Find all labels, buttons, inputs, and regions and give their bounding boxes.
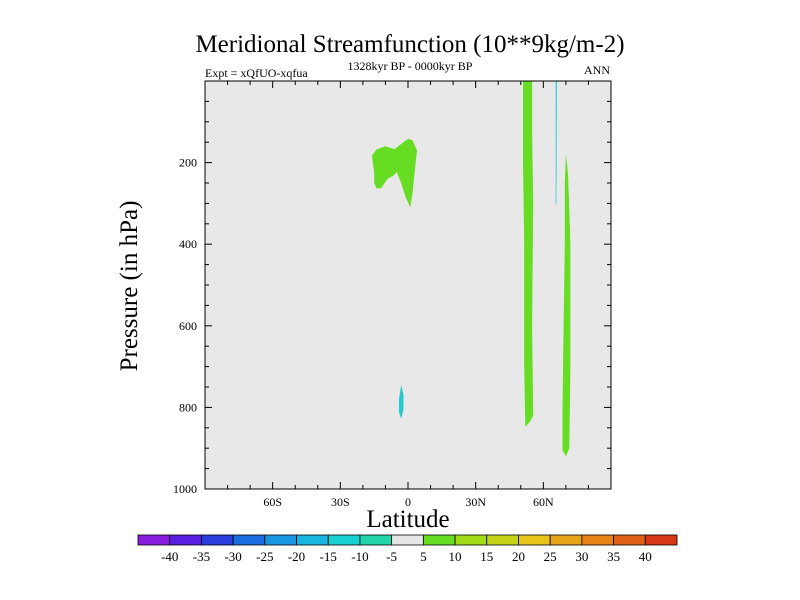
colorbar-box — [644, 534, 678, 546]
chart-subtitle-right: ANN — [584, 63, 610, 77]
colorbar-label: -30 — [224, 549, 241, 564]
y-axis-label: Pressure (in hPa) — [116, 201, 143, 372]
colorbar-label: 30 — [575, 549, 588, 564]
x-tick-label: 30S — [331, 495, 350, 509]
x-tick-label: 60N — [533, 495, 554, 509]
colorbar-box — [391, 534, 424, 546]
colorbar-label: -35 — [193, 549, 210, 564]
colorbar-box — [518, 534, 551, 546]
colorbar-box — [137, 534, 171, 546]
colorbar-box — [454, 534, 488, 546]
x-tick-label: 30N — [465, 495, 486, 509]
colorbar-label: -15 — [320, 549, 337, 564]
colorbar-label: -25 — [256, 549, 273, 564]
colorbar-label: 10 — [449, 549, 462, 564]
contour-equator-lower-negative — [399, 385, 404, 419]
contour-north-65-thin-negative — [555, 81, 557, 206]
x-axis: 60S 30S 0 30N 60N — [227, 81, 589, 509]
contour-north-70-column-positive — [562, 154, 571, 457]
x-tick-label: 0 — [405, 495, 411, 509]
contour-north-60-column-positive — [523, 81, 534, 427]
colorbar-box — [581, 534, 614, 546]
colorbar-box — [613, 534, 646, 546]
colorbar-label: 35 — [607, 549, 620, 564]
contour-tropical-upper-positive-a — [371, 146, 402, 189]
colorbar-label: -20 — [288, 549, 305, 564]
chart-subtitle-center: 1328kyr BP - 0000kyr BP — [348, 59, 473, 73]
chart-subtitle-left: Expt = xQfUO-xqfua — [205, 66, 308, 80]
colorbar-box — [549, 534, 583, 546]
chart-title: Meridional Streamfunction (10**9kg/m-2) — [195, 31, 624, 58]
colorbar-box — [486, 534, 519, 546]
colorbar-box — [169, 534, 202, 546]
colorbar-box — [359, 534, 393, 546]
y-tick-label: 1000 — [173, 482, 197, 496]
colorbar-label: 25 — [544, 549, 557, 564]
colorbar-box — [201, 534, 234, 546]
colorbar — [137, 534, 678, 546]
x-axis-label: Latitude — [366, 506, 449, 533]
y-axis: 200 400 600 800 1000 — [173, 100, 611, 496]
y-tick-label: 800 — [179, 400, 197, 414]
x-tick-label: 60S — [263, 495, 282, 509]
colorbar-labels: -40 -35 -30 -25 -20 -15 -10 -5 5 10 15 20 25 30 35 40 — [161, 549, 652, 564]
colorbar-box — [232, 534, 266, 546]
colorbar-box — [327, 534, 361, 546]
colorbar-label: -5 — [386, 549, 397, 564]
colorbar-label: 40 — [639, 549, 652, 564]
colorbar-box — [422, 534, 456, 546]
y-tick-label: 600 — [179, 319, 197, 333]
colorbar-box — [264, 534, 297, 546]
y-tick-label: 200 — [179, 156, 197, 170]
colorbar-label: -40 — [161, 549, 178, 564]
colorbar-label: 15 — [480, 549, 493, 564]
colorbar-label: -10 — [351, 549, 368, 564]
y-tick-label: 400 — [179, 237, 197, 251]
contour-regions — [371, 81, 571, 457]
contour-tropical-upper-positive-b — [394, 138, 417, 208]
colorbar-label: 20 — [512, 549, 525, 564]
colorbar-label: 5 — [420, 549, 427, 564]
colorbar-box — [296, 534, 329, 546]
